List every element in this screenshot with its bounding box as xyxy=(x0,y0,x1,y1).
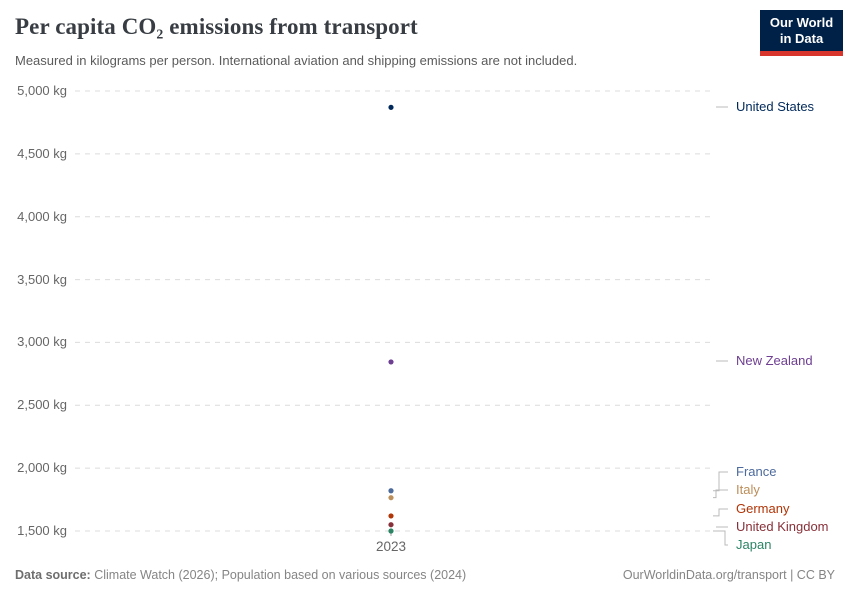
owid-logo-accent-bar xyxy=(760,51,843,56)
data-source-label: Data source: xyxy=(15,568,91,582)
owid-logo[interactable]: Our World in Data xyxy=(760,10,843,56)
data-source-text: Climate Watch (2026); Population based o… xyxy=(90,568,467,582)
owid-logo-line1: Our World xyxy=(769,14,834,30)
y-axis-tick-label: 5,000 kg xyxy=(17,83,67,98)
series-label-japan[interactable]: Japan xyxy=(736,537,772,552)
label-connector-france xyxy=(713,471,728,492)
data-point-italy[interactable] xyxy=(388,495,394,501)
series-label-united-kingdom[interactable]: United Kingdom xyxy=(736,519,829,534)
series-label-italy[interactable]: Italy xyxy=(736,482,760,497)
y-axis-tick-label: 3,000 kg xyxy=(17,334,67,350)
y-axis-tick-label: 2,000 kg xyxy=(17,460,67,476)
owid-logo-line2: in Data xyxy=(779,30,824,46)
series-label-united-states[interactable]: United States xyxy=(736,99,815,114)
data-point-germany[interactable] xyxy=(388,513,394,519)
series-label-new-zealand[interactable]: New Zealand xyxy=(736,353,813,368)
label-connector-germany xyxy=(713,508,728,517)
label-connector-japan xyxy=(713,530,728,546)
data-point-new-zealand[interactable] xyxy=(388,359,394,365)
data-point-united-states[interactable] xyxy=(388,104,394,110)
owid-logo-text: Our World in Data xyxy=(760,10,843,51)
data-point-united-kingdom[interactable] xyxy=(388,522,394,528)
y-axis-tick-label: 2,500 kg xyxy=(17,397,67,413)
data-point-japan[interactable] xyxy=(388,528,394,534)
y-axis-tick-label: 1,500 kg xyxy=(17,523,67,538)
series-label-germany[interactable]: Germany xyxy=(736,501,790,516)
y-axis-tick-label: 4,500 kg xyxy=(17,145,67,161)
y-axis-tick-label: 4,000 kg xyxy=(17,208,67,224)
data-source-note: Data source: Climate Watch (2026); Popul… xyxy=(15,568,466,582)
x-axis-tick-label: 2023 xyxy=(375,539,407,554)
data-point-france[interactable] xyxy=(388,488,394,494)
series-label-france[interactable]: France xyxy=(736,464,777,479)
y-axis-tick-label: 3,500 kg xyxy=(17,271,67,287)
label-connector-italy xyxy=(713,489,728,499)
chart-title: Per capita CO₂ emissions from transport xyxy=(15,14,418,39)
footer: Data source: Climate Watch (2026); Popul… xyxy=(15,568,835,582)
owid-license-link[interactable]: OurWorldinData.org/transport | CC BY xyxy=(622,568,835,582)
chart-subtitle: Measured in kilograms per person. Intern… xyxy=(15,53,578,68)
